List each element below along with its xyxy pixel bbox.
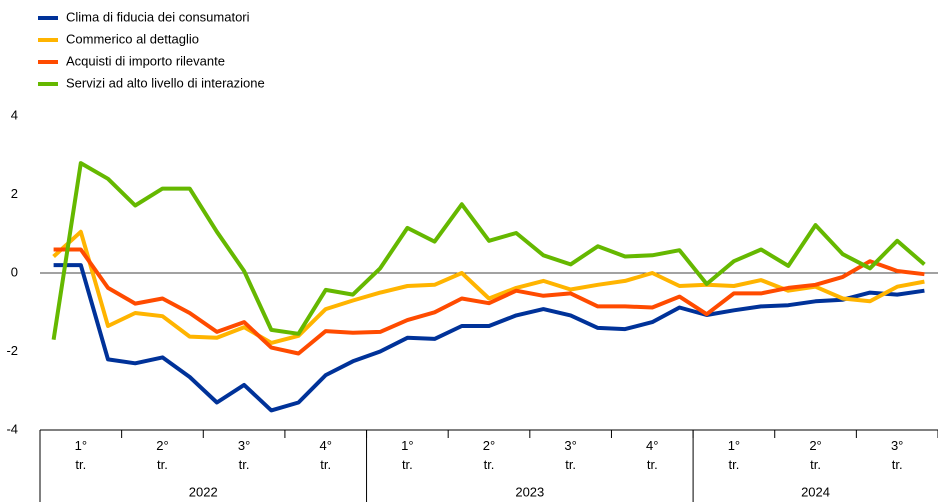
- y-tick-label: -2: [6, 343, 18, 358]
- series-line: [53, 263, 925, 413]
- legend-label: Commerico al dettaglio: [66, 31, 199, 46]
- y-tick-label: 0: [11, 264, 18, 279]
- quarter-label: 4° tr.: [646, 438, 658, 472]
- quarter-label: 1° tr.: [75, 438, 87, 472]
- legend-label: Servizi ad alto livello di interazione: [66, 75, 265, 90]
- y-tick-label: 2: [11, 186, 18, 201]
- y-tick-label: -4: [6, 421, 18, 436]
- legend-label: Clima di fiducia dei consumatori: [66, 9, 250, 24]
- series-line: [52, 229, 925, 345]
- year-label: 2022: [189, 484, 218, 499]
- series-line: [53, 247, 925, 356]
- quarter-label: 2° tr.: [156, 438, 168, 472]
- quarter-label: 4° tr.: [320, 438, 332, 472]
- quarter-label: 3° tr.: [238, 438, 250, 472]
- quarter-label: 3° tr.: [891, 438, 903, 472]
- legend-label: Acquisti di importo rilevante: [66, 53, 225, 68]
- quarter-label: 2° tr.: [483, 438, 495, 472]
- year-label: 2024: [801, 484, 830, 499]
- series-line: [51, 161, 926, 341]
- quarter-label: 1° tr.: [728, 438, 740, 472]
- quarter-label: 3° tr.: [564, 438, 576, 472]
- quarter-label: 1° tr.: [401, 438, 413, 472]
- y-tick-label: 4: [11, 107, 18, 122]
- quarter-label: 2° tr.: [809, 438, 821, 472]
- year-label: 2023: [515, 484, 544, 499]
